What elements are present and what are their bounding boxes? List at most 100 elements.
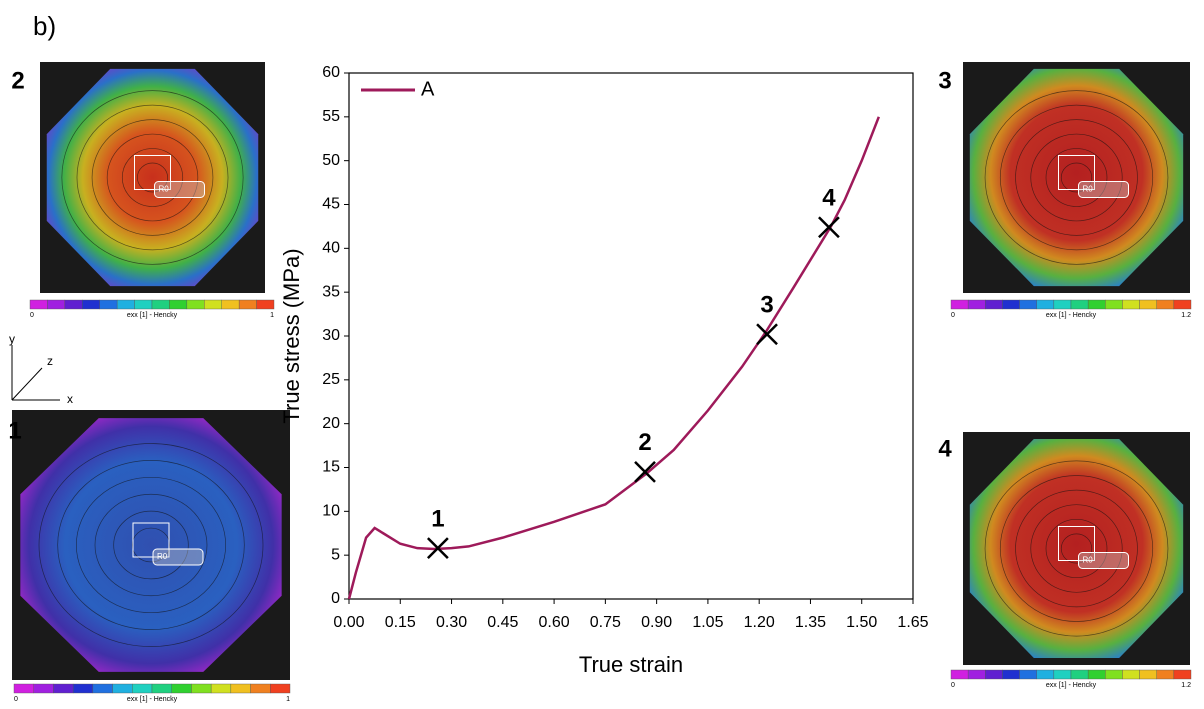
roi-label: R0 <box>1083 556 1094 565</box>
colorbar-min: 0 <box>30 312 34 319</box>
y-tick-label: 10 <box>322 503 340 520</box>
colorbar-min: 0 <box>14 696 18 703</box>
contour <box>57 460 245 630</box>
x-tick-label: 0.15 <box>385 614 416 631</box>
x-tick-label: 1.20 <box>744 614 775 631</box>
contour <box>984 90 1169 265</box>
x-tick-label: 1.35 <box>795 614 826 631</box>
colorbar-cell <box>1070 299 1089 310</box>
colorbar-cell <box>151 299 170 310</box>
colorbar-cell <box>116 299 135 310</box>
inset-label: 1 <box>8 417 21 444</box>
contour <box>999 104 1154 251</box>
marker-x <box>818 216 840 239</box>
x-tick-label: 0.60 <box>539 614 570 631</box>
y-tick-label: 35 <box>322 283 340 300</box>
contour <box>94 493 208 597</box>
contour <box>121 148 184 207</box>
x-tick-label: 1.50 <box>846 614 877 631</box>
colorbar-cell <box>29 299 48 310</box>
contour <box>76 104 229 251</box>
colorbar-cell <box>151 683 172 694</box>
contour <box>113 510 189 580</box>
colorbar-cell <box>1036 299 1055 310</box>
roi-box <box>1058 155 1095 190</box>
colorbar-cell <box>1122 299 1140 310</box>
colorbar-cell <box>1139 299 1157 310</box>
colorbar-cell <box>169 299 188 310</box>
y-tick-label: 55 <box>322 108 340 125</box>
colorbar-cell <box>47 299 66 310</box>
contour <box>984 460 1169 637</box>
roi-box <box>134 155 171 190</box>
strain-field <box>46 68 259 287</box>
marker-x <box>426 537 449 560</box>
axes-icon <box>11 345 60 401</box>
colorbar-cell <box>1002 669 1020 680</box>
colorbar-cell <box>1122 669 1140 680</box>
marker-x <box>634 460 656 483</box>
x-tick-label: 1.05 <box>692 614 723 631</box>
colorbar-cell <box>92 683 113 694</box>
y-tick-label: 15 <box>322 459 340 476</box>
y-tick-label: 30 <box>322 327 340 344</box>
axis-icon-y: y <box>9 332 15 346</box>
colorbar-cell <box>132 683 153 694</box>
roi-tag <box>154 181 205 198</box>
y-tick-label: 0 <box>331 590 340 607</box>
colorbar-cell <box>82 299 100 310</box>
axis-icon-x: x <box>67 392 73 406</box>
colorbar-cell <box>33 683 54 694</box>
contour <box>106 133 199 222</box>
colorbar-cell <box>1002 299 1020 310</box>
colorbar-cell <box>134 299 153 310</box>
contour <box>1030 504 1123 593</box>
colorbar-cell <box>191 683 212 694</box>
y-tick-label: 5 <box>331 546 340 563</box>
colorbar-cell <box>1070 669 1089 680</box>
x-tick-label: 0.90 <box>641 614 672 631</box>
x-axis-label: True strain <box>579 652 683 677</box>
contour <box>1030 133 1123 222</box>
colorbar-cell <box>72 683 94 694</box>
marker-x <box>756 323 778 346</box>
y-tick-label: 20 <box>322 415 340 432</box>
colorbar-cell <box>210 683 232 694</box>
colorbar-cell <box>13 683 34 694</box>
colorbar-title: exx [1] - Hencky <box>1046 682 1097 689</box>
colorbar-cell <box>1087 669 1106 680</box>
y-tick-label: 60 <box>322 64 340 81</box>
x-tick-label: 0.30 <box>436 614 467 631</box>
colorbar-cell <box>1156 669 1175 680</box>
colorbar-cell <box>112 683 133 694</box>
inset-label: 4 <box>938 435 952 462</box>
contour <box>999 475 1154 622</box>
colorbar-cell <box>967 669 986 680</box>
marker-label: 3 <box>760 292 773 319</box>
colorbar-cell <box>950 299 969 310</box>
contour <box>1045 518 1108 579</box>
colorbar-cell <box>950 669 969 680</box>
roi-label: R0 <box>1083 185 1094 194</box>
colorbar-cell <box>250 683 271 694</box>
panel-label: b) <box>33 11 56 41</box>
colorbar-cell <box>204 299 222 310</box>
colorbar-min: 0 <box>951 682 955 689</box>
colorbar-cell <box>1156 299 1175 310</box>
colorbar-cell <box>230 683 251 694</box>
colorbar-title: exx [1] - Hencky <box>127 312 178 319</box>
colorbar-cell <box>1019 299 1037 310</box>
contour <box>1060 533 1093 564</box>
colorbar-max: 1 <box>286 696 290 703</box>
colorbar-max: 1.2 <box>1181 312 1191 319</box>
strain-field <box>969 438 1184 659</box>
marker-label: 1 <box>431 505 444 532</box>
data-line <box>347 116 880 600</box>
colorbar-cell <box>1036 669 1055 680</box>
strain-field <box>20 418 282 672</box>
colorbar-title: exx [1] - Hencky <box>127 696 178 703</box>
y-tick-label: 45 <box>322 196 340 213</box>
contour <box>1015 119 1138 236</box>
colorbar-max: 1.2 <box>1181 682 1191 689</box>
